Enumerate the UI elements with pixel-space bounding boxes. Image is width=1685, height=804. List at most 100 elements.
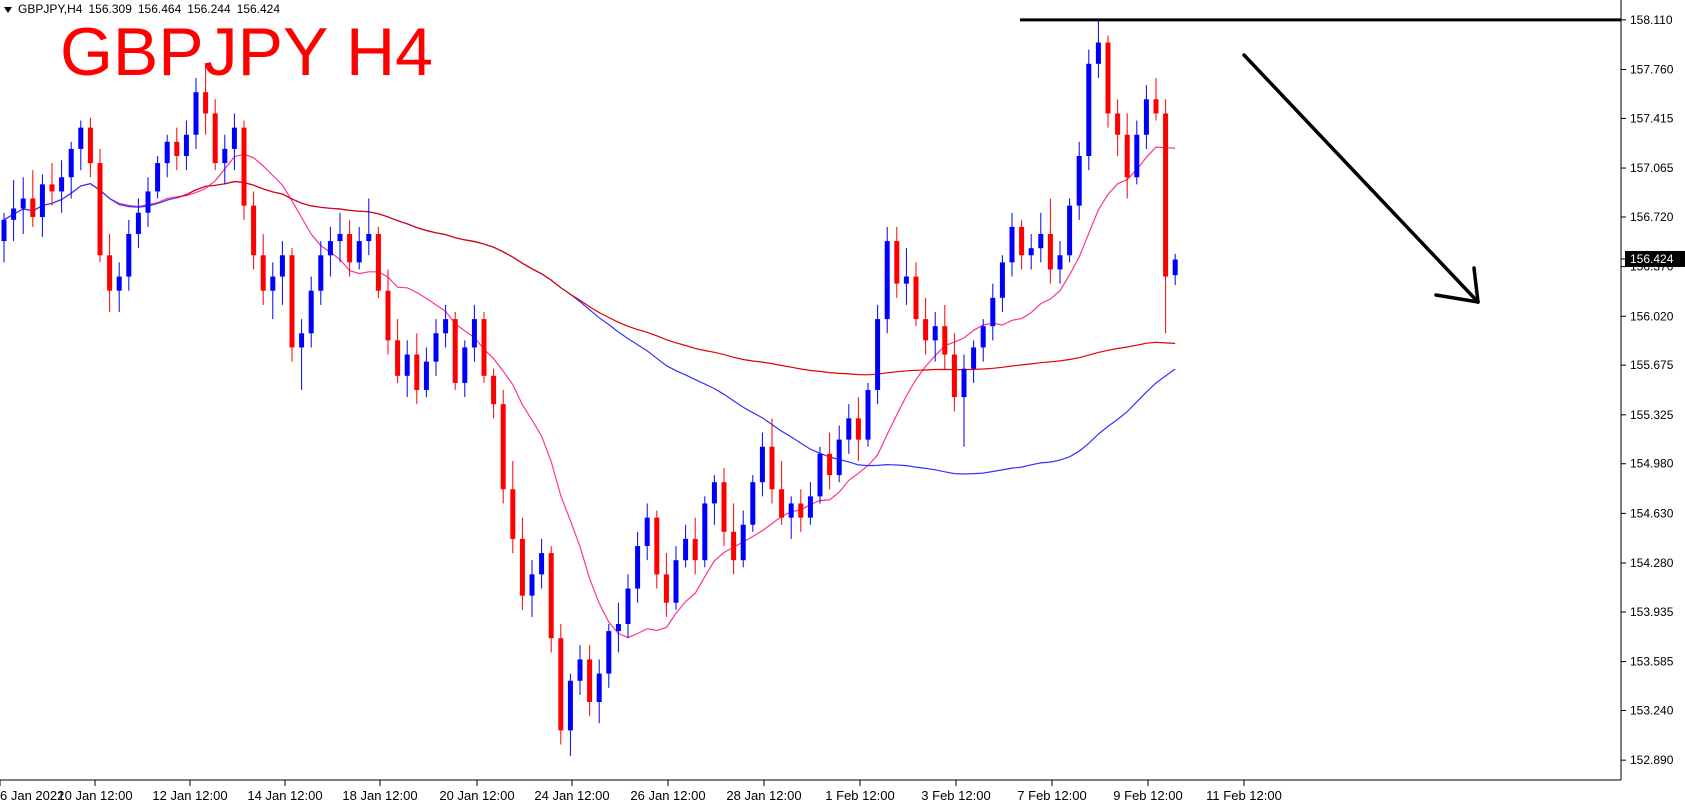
candle-body (615, 624, 621, 632)
candle-body (1067, 205, 1073, 256)
candle-body (1076, 156, 1082, 206)
candle (635, 531, 641, 603)
candle (174, 127, 180, 171)
candle (1038, 212, 1044, 263)
candle-body (59, 177, 65, 192)
x-tick-label: 12 Jan 12:00 (152, 788, 227, 803)
candle (558, 624, 564, 745)
candle (222, 134, 228, 185)
candle (702, 496, 708, 568)
candle (692, 517, 698, 575)
candle (1067, 198, 1073, 263)
open-value: 156.309 (88, 2, 132, 16)
candle-body (865, 390, 871, 440)
candle-body (20, 198, 26, 209)
x-tick-label: 3 Feb 12:00 (921, 788, 990, 803)
candle (1076, 141, 1082, 220)
candle (279, 241, 285, 305)
candle-body (1124, 134, 1130, 178)
candle-body (87, 127, 93, 164)
candle (471, 304, 477, 362)
candle (59, 160, 65, 213)
candle (135, 198, 141, 249)
candle-body (683, 538, 689, 561)
candle-body (270, 276, 276, 291)
candle (942, 304, 948, 369)
candle-body (251, 205, 257, 256)
candle-body (183, 134, 189, 156)
candle (299, 319, 305, 390)
candle (433, 319, 439, 376)
x-tick-label: 14 Jan 12:00 (247, 788, 322, 803)
candle (740, 510, 746, 568)
candle-body (740, 524, 746, 561)
x-tick-label: 9 Feb 12:00 (1113, 788, 1182, 803)
candle-body (779, 489, 785, 518)
candle (644, 503, 650, 561)
candle (750, 475, 756, 532)
candle (798, 489, 804, 532)
candle-body (145, 191, 151, 213)
candle-body (279, 255, 285, 277)
low-value: 156.244 (187, 2, 231, 16)
candle (395, 319, 401, 383)
candle-body (1143, 99, 1149, 135)
annotations (1020, 18, 1621, 304)
dropdown-triangle-icon[interactable] (4, 6, 12, 13)
y-tick-label: 153.240 (1630, 704, 1674, 718)
ohlc-header: GBPJPY,H4 156.309 156.464 156.244 156.424 (4, 2, 286, 16)
candle (231, 113, 237, 171)
ma-fast-line (3, 146, 1176, 639)
candle (539, 538, 545, 589)
candle-body (942, 326, 948, 355)
candle-body (155, 163, 161, 192)
candle (481, 312, 487, 383)
candle (951, 333, 957, 412)
candle (999, 255, 1005, 312)
candle-body (1057, 255, 1063, 270)
candle-body (385, 290, 391, 341)
y-tick-label: 156.720 (1630, 210, 1674, 224)
candle-body (510, 489, 516, 539)
candle (731, 503, 737, 575)
candle (1095, 18, 1101, 78)
candle-body (1105, 42, 1111, 114)
candle (404, 340, 410, 398)
candle-body (673, 560, 679, 603)
candle-body (203, 92, 209, 114)
candle-body (932, 326, 938, 341)
down-arrow-head-left (1434, 293, 1480, 304)
candle (855, 397, 861, 461)
candle-body (577, 659, 583, 681)
candle (615, 602, 621, 653)
candle-body (366, 234, 372, 242)
candle-body (78, 127, 84, 149)
candle (1153, 78, 1159, 121)
candle (491, 368, 497, 419)
candle-body (404, 354, 410, 376)
y-tick-label: 154.980 (1630, 457, 1674, 471)
candle (923, 297, 929, 355)
candle-body (923, 319, 929, 341)
candle (875, 304, 881, 405)
candle (932, 312, 938, 362)
candle-body (539, 553, 545, 575)
candle-body (663, 574, 669, 603)
candle (97, 148, 103, 263)
candle-body (894, 241, 900, 284)
candle-body (193, 92, 199, 135)
candle-body (999, 262, 1005, 298)
candle (500, 390, 506, 504)
candle (625, 574, 631, 639)
candle-body (174, 141, 180, 156)
y-tick-label: 154.630 (1630, 506, 1674, 520)
candle (337, 212, 343, 263)
candle-body (107, 255, 113, 291)
candle-body (135, 212, 141, 234)
candle (759, 432, 765, 497)
candle-body (587, 659, 593, 702)
candle (145, 177, 151, 227)
candle (1028, 234, 1034, 270)
